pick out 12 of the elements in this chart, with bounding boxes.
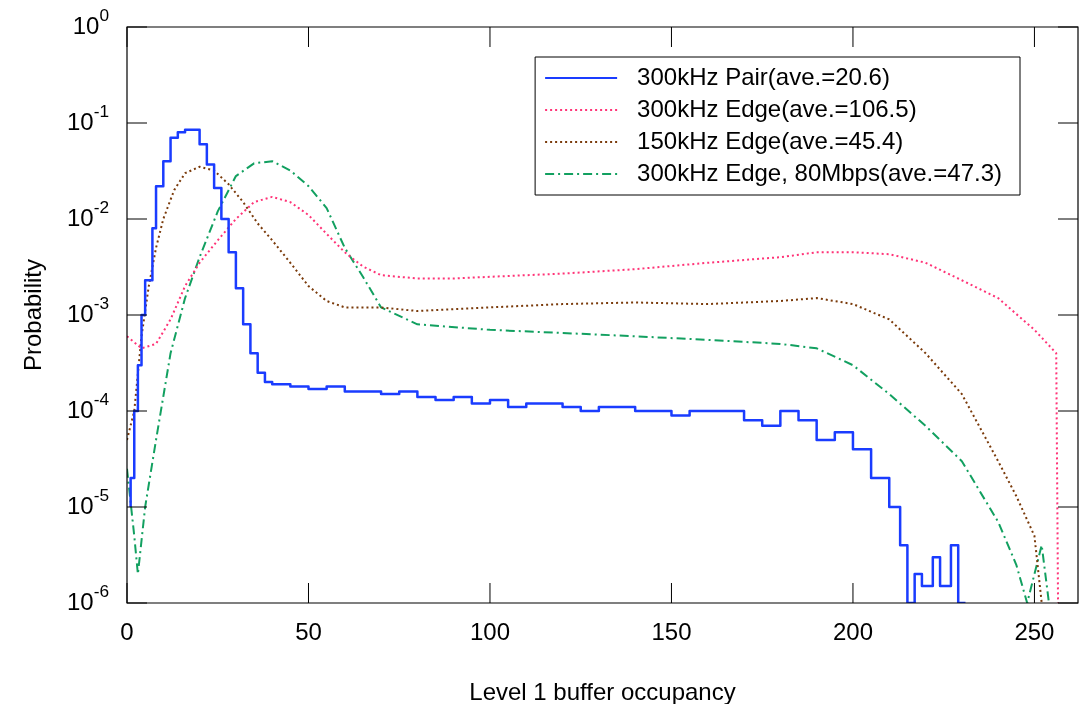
- x-tick-label: 0: [120, 617, 134, 645]
- x-tick-label: 100: [469, 617, 510, 645]
- legend-label: 300kHz Pair(ave.=20.6): [637, 62, 890, 90]
- legend-label: 300kHz Edge(ave.=106.5): [637, 94, 917, 122]
- x-axis-title: Level 1 buffer occupancy: [469, 677, 736, 705]
- legend-label: 150kHz Edge(ave.=45.4): [637, 126, 904, 154]
- x-tick-label: 50: [295, 617, 322, 645]
- y-axis-title: Probability: [18, 258, 46, 372]
- x-tick-label: 250: [1014, 617, 1055, 645]
- x-tick-label: 150: [651, 617, 692, 645]
- legend-label: 300kHz Edge, 80Mbps(ave.=47.3): [637, 158, 1002, 186]
- x-tick-label: 200: [832, 617, 873, 645]
